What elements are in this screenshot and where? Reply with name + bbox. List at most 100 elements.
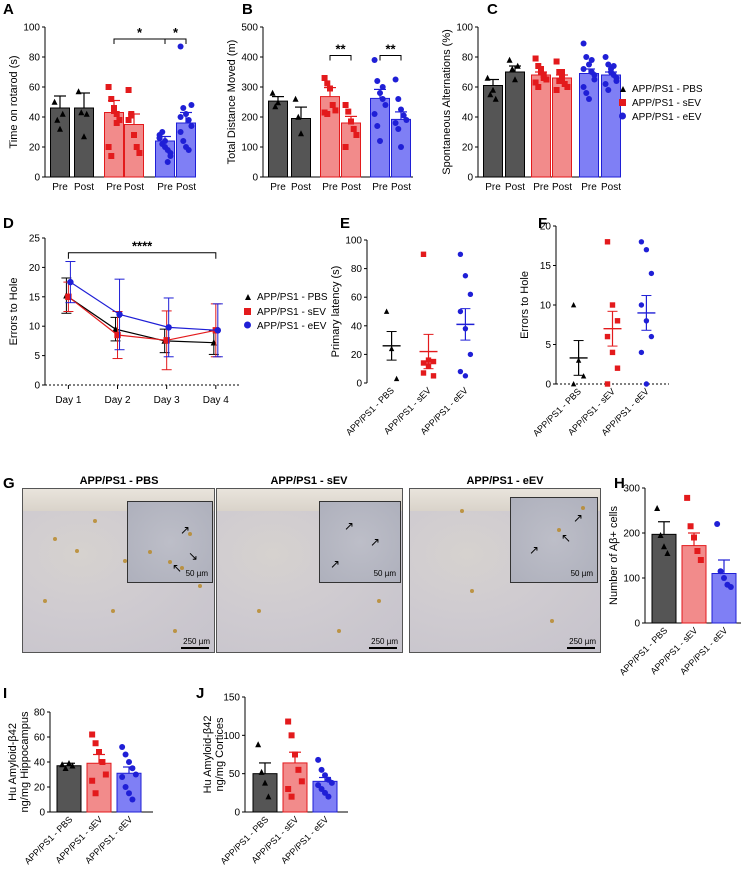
x-tick-label: Pre bbox=[533, 182, 549, 193]
scale-label-inset: 50 µm bbox=[185, 569, 208, 578]
data-point bbox=[400, 112, 407, 119]
data-point bbox=[128, 111, 135, 117]
data-point bbox=[324, 80, 331, 87]
svg-text:C: C bbox=[487, 1, 498, 18]
data-point bbox=[462, 373, 469, 379]
y-tick-label: 15 bbox=[540, 261, 552, 272]
data-point bbox=[105, 84, 112, 90]
data-point bbox=[75, 88, 82, 95]
x-tick-label: Day 2 bbox=[104, 395, 131, 406]
data-point bbox=[602, 54, 609, 60]
bar bbox=[268, 100, 288, 178]
y-tick-label: 0 bbox=[39, 808, 45, 819]
y-tick-label: 60 bbox=[462, 83, 474, 94]
data-point bbox=[553, 58, 560, 65]
data-point bbox=[691, 534, 697, 541]
y-axis-label: Hu Amyloid-β42ng/mg Cortices bbox=[202, 716, 226, 794]
data-point bbox=[265, 793, 272, 800]
histology-photo-eev: ↗ ↖ ↗ 50 µm 250 µm bbox=[409, 488, 601, 653]
data-point bbox=[614, 318, 621, 324]
data-point bbox=[371, 57, 378, 63]
data-point bbox=[580, 84, 587, 90]
data-point bbox=[321, 75, 328, 81]
data-point bbox=[717, 568, 724, 575]
data-point bbox=[113, 111, 120, 117]
data-point bbox=[315, 756, 322, 763]
data-point bbox=[583, 90, 590, 96]
data-point bbox=[462, 325, 469, 332]
bar bbox=[531, 74, 551, 178]
data-point bbox=[324, 111, 331, 117]
legend-d-eev: APP/PS1 - eEV bbox=[257, 321, 327, 332]
data-point bbox=[374, 123, 381, 129]
x-tick-label: Post bbox=[124, 182, 144, 193]
y-tick-label: 10 bbox=[540, 301, 552, 312]
y-tick-label: 0 bbox=[634, 619, 640, 630]
data-point bbox=[425, 363, 432, 369]
data-point bbox=[131, 132, 137, 138]
data-point bbox=[105, 144, 112, 150]
y-tick-label: 20 bbox=[34, 783, 46, 794]
bar bbox=[370, 97, 390, 178]
data-point bbox=[559, 69, 565, 75]
y-tick-label: 100 bbox=[456, 23, 473, 34]
data-point bbox=[177, 129, 184, 135]
data-point bbox=[403, 117, 410, 123]
data-point bbox=[99, 759, 106, 765]
data-point bbox=[188, 102, 195, 108]
data-point bbox=[609, 349, 616, 356]
y-tick-label: 40 bbox=[29, 113, 41, 124]
data-point bbox=[605, 87, 612, 93]
histology-photo-sev: ↗ ↗ ↗ 50 µm 250 µm bbox=[216, 488, 403, 653]
data-point bbox=[575, 357, 582, 363]
data-point bbox=[59, 110, 66, 117]
y-tick-label: 80 bbox=[462, 53, 474, 64]
data-point bbox=[288, 793, 295, 800]
data-point bbox=[614, 365, 621, 371]
data-point bbox=[183, 111, 189, 117]
data-point bbox=[102, 771, 109, 778]
data-point bbox=[398, 106, 404, 113]
data-point bbox=[136, 150, 143, 156]
data-point bbox=[188, 123, 195, 129]
svg-text:D: D bbox=[3, 215, 14, 232]
data-point bbox=[262, 779, 268, 786]
histology-title-sev: APP/PS1 - sEV bbox=[270, 475, 348, 487]
data-point bbox=[714, 521, 721, 527]
data-point bbox=[457, 368, 464, 375]
scale-label-main: 250 µm bbox=[569, 637, 596, 646]
data-point bbox=[51, 98, 58, 105]
y-tick-label: 20 bbox=[462, 143, 474, 154]
data-point bbox=[269, 89, 276, 96]
data-point bbox=[345, 108, 352, 115]
y-tick-label: 100 bbox=[23, 23, 40, 34]
data-point bbox=[122, 751, 129, 758]
data-point bbox=[292, 95, 299, 102]
data-point bbox=[163, 337, 170, 344]
data-point bbox=[129, 765, 136, 772]
data-point bbox=[285, 718, 292, 725]
x-tick-label: Post bbox=[74, 182, 94, 193]
series-line bbox=[66, 295, 214, 344]
data-point bbox=[604, 333, 611, 340]
x-tick-label: Day 4 bbox=[203, 395, 230, 406]
data-point bbox=[382, 102, 389, 108]
data-point bbox=[59, 761, 66, 768]
data-point bbox=[119, 774, 126, 780]
data-point bbox=[487, 91, 494, 98]
data-point bbox=[604, 381, 611, 387]
data-point bbox=[392, 76, 399, 83]
y-tick-label: 40 bbox=[34, 758, 46, 769]
histology-inset-eev: ↗ ↖ ↗ 50 µm bbox=[510, 497, 598, 583]
data-point bbox=[272, 103, 279, 110]
data-point bbox=[159, 129, 166, 135]
y-axis-label: Errors to Hole bbox=[519, 271, 531, 339]
data-point bbox=[185, 147, 192, 153]
data-point bbox=[467, 351, 474, 358]
data-point bbox=[613, 78, 620, 84]
y-tick-label: 60 bbox=[29, 83, 41, 94]
legend-top: APP/PS1 - PBS APP/PS1 - sEV APP/PS1 - eE… bbox=[619, 84, 703, 123]
legend-top-pbs: APP/PS1 - PBS bbox=[632, 84, 703, 95]
